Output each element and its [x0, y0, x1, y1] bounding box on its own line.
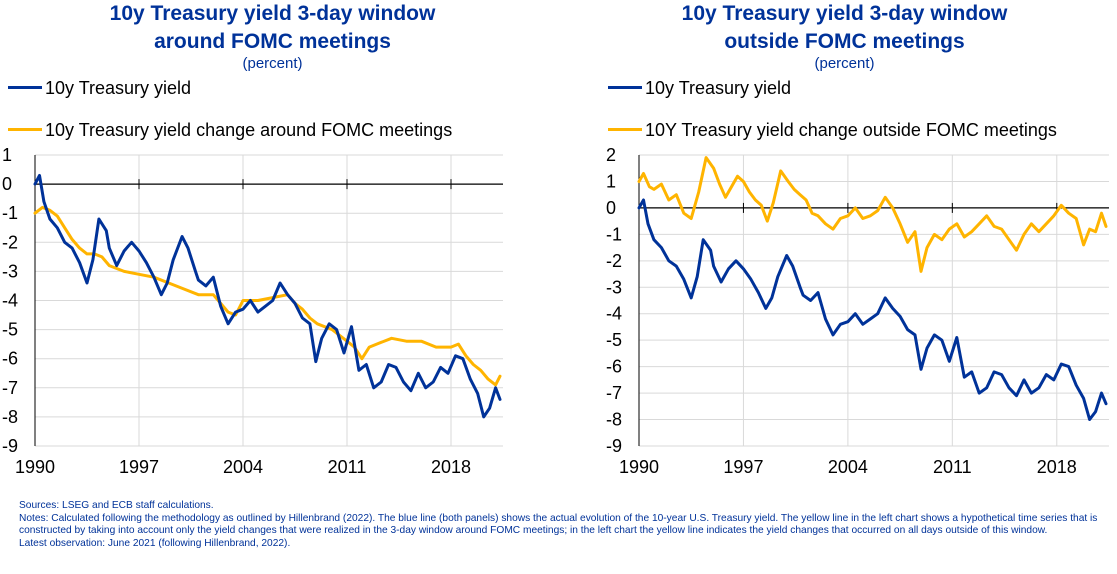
x-tick-label: 2011	[933, 457, 972, 477]
y-tick-label: -3	[2, 261, 18, 281]
y-tick-label: 1	[606, 171, 616, 191]
y-tick-label: -8	[2, 407, 18, 427]
y-tick-label: -9	[606, 436, 622, 456]
x-tick-label: 2004	[223, 457, 263, 477]
footnotes: Sources: LSEG and ECB staff calculations…	[19, 500, 1104, 550]
y-tick-label: 0	[2, 174, 12, 194]
y-tick-label: -3	[606, 277, 622, 297]
y-tick-label: -4	[2, 291, 18, 311]
chart-title-line-1: 10y Treasury yield 3-day window	[681, 2, 1008, 25]
y-tick-label: -2	[2, 232, 18, 252]
x-tick-label: 2004	[828, 457, 868, 477]
y-tick-label: -7	[606, 383, 622, 403]
series-line-blue	[33, 173, 502, 419]
legend-label: 10y Treasury yield	[645, 78, 792, 98]
chart-title-line-2: around FOMC meetings	[154, 30, 391, 53]
x-tick-label: 1997	[723, 457, 763, 477]
y-tick-label: -6	[606, 357, 622, 377]
legend-swatch-yellow	[608, 127, 642, 131]
sources-note: Sources: LSEG and ECB staff calculations…	[19, 500, 214, 511]
chart-title-line-2: outside FOMC meetings	[724, 30, 965, 53]
chart-panel-right: 10y Treasury yield 3-day window outside …	[572, 0, 1117, 500]
latest-observation-note: Latest observation: June 2021 (following…	[19, 537, 291, 549]
methodology-note: Notes: Calculated following the methodol…	[19, 512, 1098, 537]
legend-label: 10y Treasury yield change around FOMC me…	[45, 120, 453, 140]
legend-item-yellow: 10Y Treasury yield change outside FOMC m…	[608, 120, 1057, 141]
chart-title: 10y Treasury yield 3-day window around F…	[0, 0, 545, 56]
chart-subtitle: (percent)	[814, 55, 875, 72]
y-tick-label: 1	[2, 145, 12, 165]
legend-label: 10Y Treasury yield change outside FOMC m…	[645, 120, 1057, 140]
y-tick-label: -5	[606, 330, 622, 350]
chart-subtitle: (percent)	[242, 55, 303, 72]
x-tick-label: 2018	[1037, 457, 1077, 477]
chart-title: 10y Treasury yield 3-day window outside …	[572, 0, 1117, 56]
y-tick-label: -1	[2, 203, 18, 223]
y-tick-label: -7	[2, 378, 18, 398]
y-tick-label: 2	[606, 145, 616, 165]
x-tick-label: 1990	[619, 457, 659, 477]
y-tick-label: -6	[2, 349, 18, 369]
series-line-yellow	[637, 156, 1108, 273]
legend-item-blue: 10y Treasury yield	[8, 78, 191, 99]
y-tick-label: -5	[2, 320, 18, 340]
chart-panel-left: 10y Treasury yield 3-day window around F…	[0, 0, 545, 500]
legend-swatch-blue	[8, 85, 42, 89]
chart-title-line-1: 10y Treasury yield 3-day window	[109, 2, 436, 25]
y-tick-label: -1	[606, 224, 622, 244]
x-tick-label: 2018	[431, 457, 471, 477]
x-tick-label: 1990	[15, 457, 55, 477]
y-tick-label: 0	[606, 198, 616, 218]
x-tick-label: 2011	[328, 457, 367, 477]
legend-swatch-yellow	[8, 127, 42, 131]
legend-item-blue: 10y Treasury yield	[608, 78, 791, 99]
y-tick-label: -2	[606, 251, 622, 271]
x-tick-label: 1997	[119, 457, 159, 477]
y-tick-label: -4	[606, 304, 622, 324]
legend-item-yellow: 10y Treasury yield change around FOMC me…	[8, 120, 452, 141]
legend-swatch-blue	[608, 85, 642, 89]
legend-label: 10y Treasury yield	[45, 78, 192, 98]
series-line-blue	[637, 198, 1108, 421]
y-tick-label: -9	[2, 436, 18, 456]
y-tick-label: -8	[606, 410, 622, 430]
